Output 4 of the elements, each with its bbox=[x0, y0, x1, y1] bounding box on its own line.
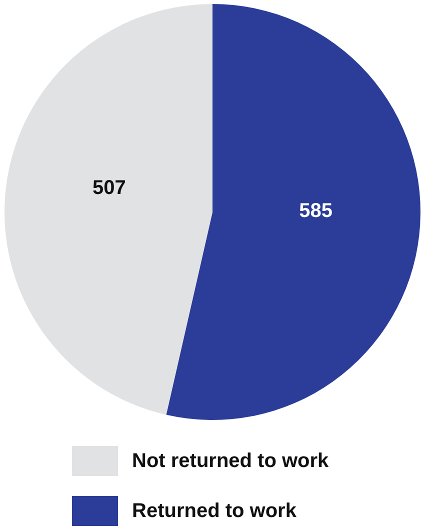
data-label: 507 bbox=[92, 176, 126, 199]
data-label: 585 bbox=[299, 200, 333, 222]
legend-label: Not returned to work bbox=[132, 450, 329, 472]
legend-label: Returned to work bbox=[132, 500, 296, 522]
